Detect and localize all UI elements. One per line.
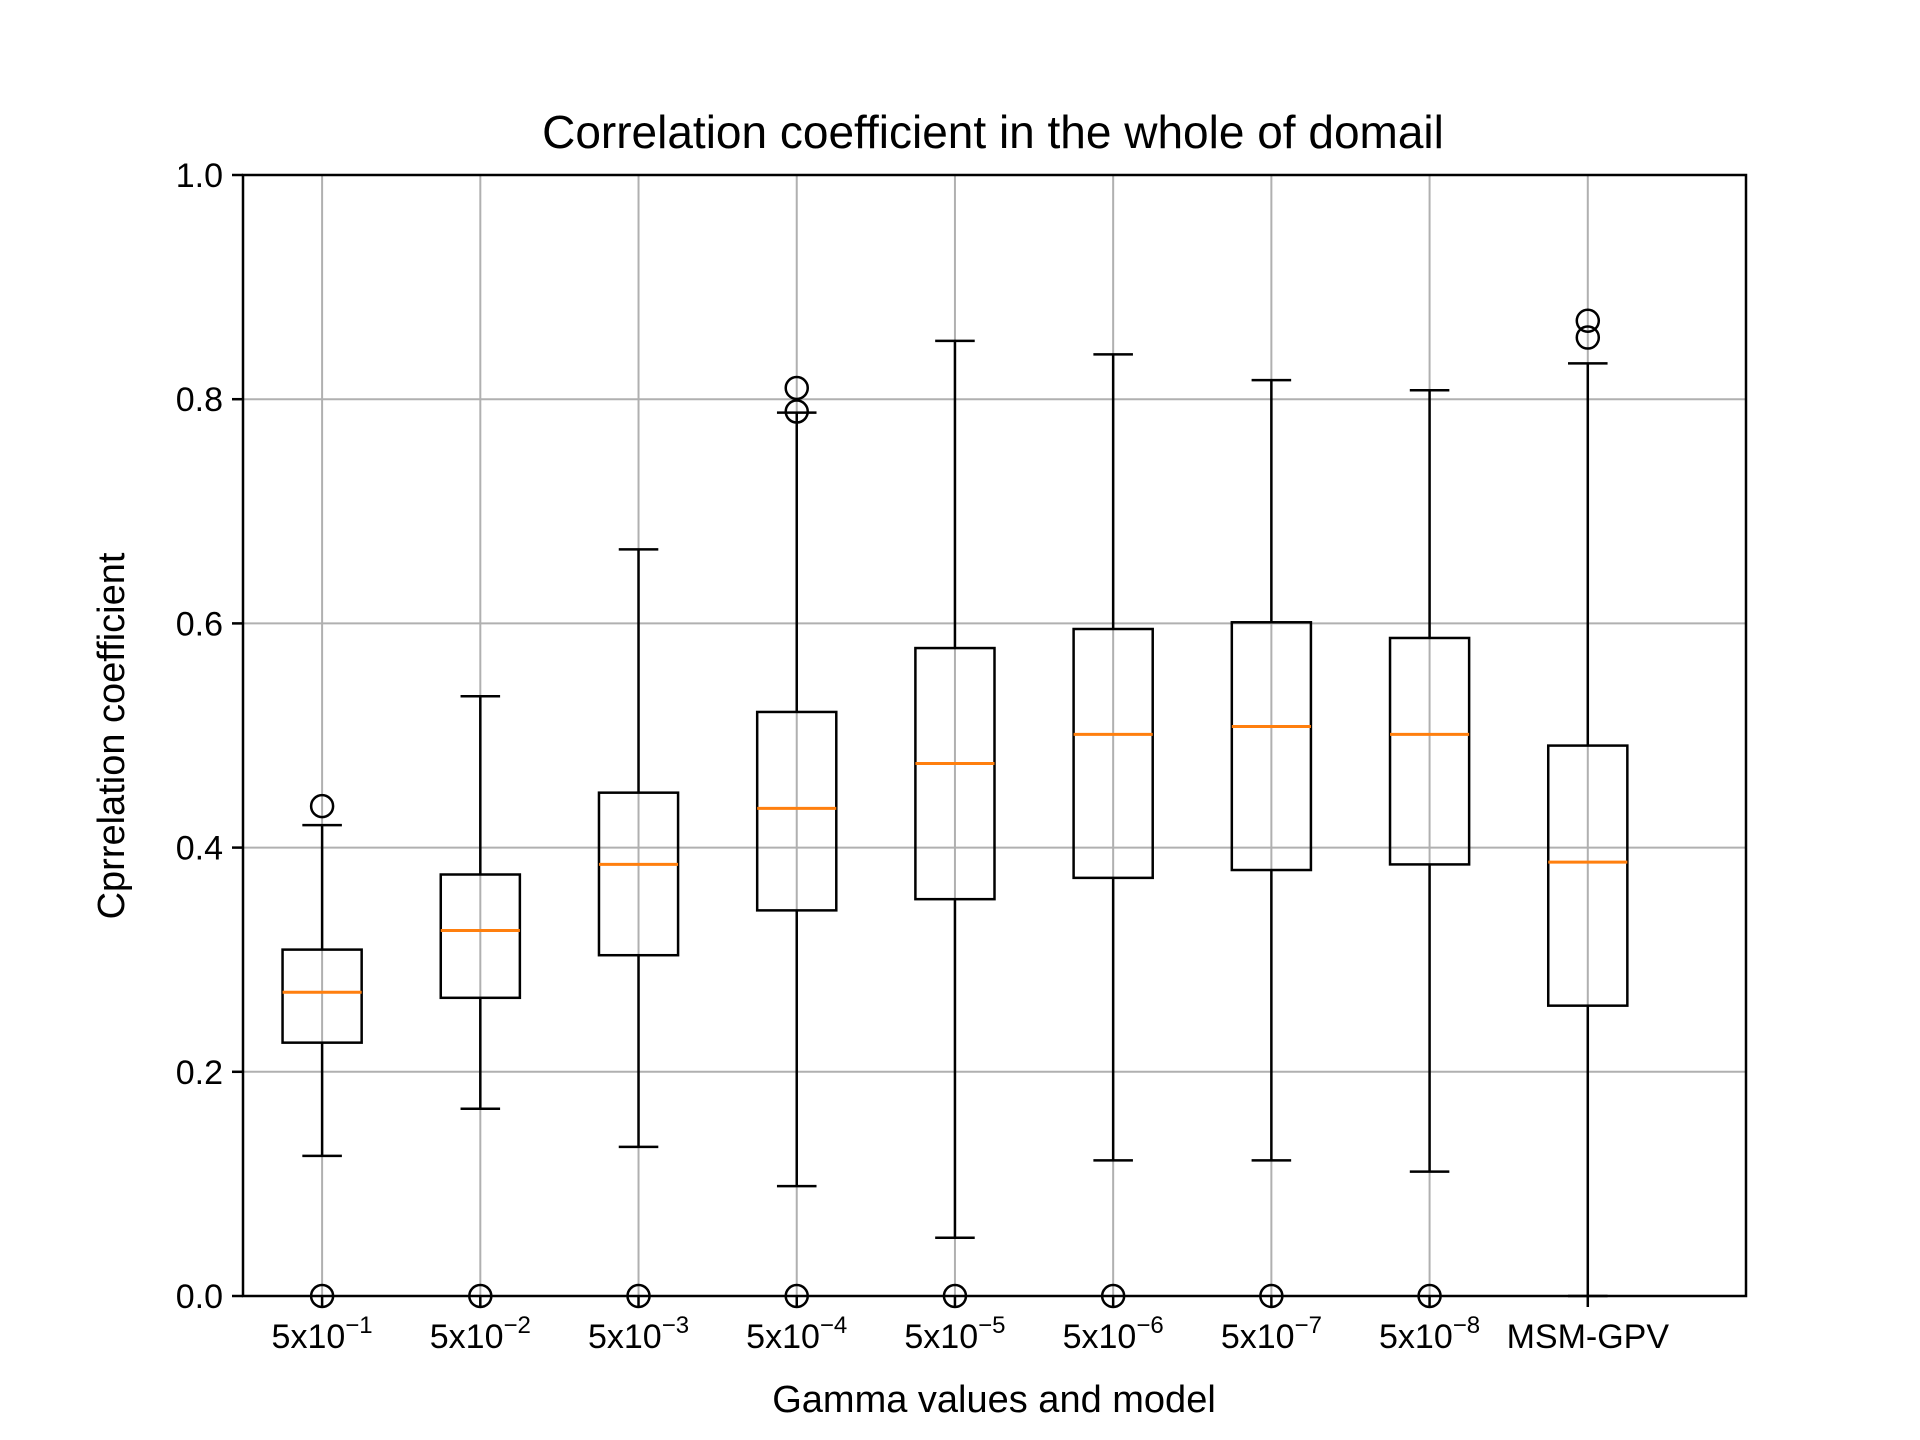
x-tick-label-exponent: −8 — [1453, 1312, 1480, 1339]
outlier-point — [1575, 325, 1601, 350]
box — [439, 873, 522, 1000]
x-tick-label-base: MSM-GPV — [1507, 1318, 1670, 1356]
y-tick-label: 1.0 — [176, 157, 223, 195]
box — [281, 948, 363, 1044]
x-tick-label-exponent: −1 — [345, 1312, 372, 1339]
x-tick-label: 5x10−8 — [1379, 1312, 1480, 1356]
y-axis-title: Cprrelation coefficient — [91, 552, 133, 919]
x-tick-label-base: 5x10 — [1379, 1318, 1453, 1356]
y-tick-label: 0.8 — [176, 381, 223, 419]
y-tick-label: 0.4 — [176, 830, 223, 868]
box-group — [1230, 378, 1313, 1309]
box — [1546, 744, 1629, 1007]
x-tick-label: 5x10−7 — [1221, 1312, 1322, 1356]
y-tick-label: 0.0 — [176, 1278, 223, 1316]
outlier-point — [784, 399, 809, 424]
x-tick-label-exponent: −3 — [662, 1312, 689, 1339]
box — [755, 710, 838, 912]
x-tick-label: 5x10−1 — [272, 1312, 373, 1356]
box — [1072, 627, 1154, 880]
box — [597, 791, 680, 957]
x-tick-label: 5x10−5 — [904, 1312, 1005, 1356]
chart-title: Correlation coefficient in the whole of … — [542, 106, 1444, 158]
x-tick-label-exponent: −5 — [978, 1312, 1005, 1339]
x-tick-label-exponent: −4 — [820, 1312, 847, 1339]
box-group — [1388, 388, 1471, 1309]
x-tick-label-exponent: −6 — [1136, 1312, 1163, 1339]
box-group — [1546, 308, 1629, 1298]
x-tick-label-base: 5x10 — [272, 1318, 346, 1356]
x-tick-label-exponent: −2 — [503, 1312, 530, 1339]
box-group — [1072, 353, 1154, 1309]
x-tick-label-base: 5x10 — [904, 1318, 978, 1356]
x-tick-label: 5x10−4 — [746, 1312, 847, 1356]
x-tick-label-base: 5x10 — [430, 1318, 504, 1356]
x-tick-label: 5x10−6 — [1063, 1312, 1164, 1356]
box — [914, 646, 996, 901]
x-tick-label-base: 5x10 — [746, 1318, 820, 1356]
x-tick-label-base: 5x10 — [1221, 1318, 1295, 1356]
box-group — [597, 548, 680, 1309]
outlier-point — [1575, 308, 1601, 333]
x-tick-label-exponent: −7 — [1295, 1312, 1322, 1339]
x-axis-title: Gamma values and model — [772, 1379, 1216, 1421]
box — [1388, 636, 1471, 866]
x-tick-label: MSM-GPV — [1507, 1318, 1670, 1356]
x-tick-label: 5x10−2 — [430, 1312, 531, 1356]
box-group — [755, 375, 838, 1309]
plot-frame — [241, 173, 1748, 1298]
y-tick-label: 0.2 — [176, 1054, 223, 1092]
outlier-point — [309, 793, 335, 819]
outlier-point — [784, 375, 809, 401]
y-tick-label: 0.6 — [176, 605, 223, 643]
x-tick-label: 5x10−3 — [588, 1312, 689, 1356]
box — [1230, 621, 1313, 872]
x-tick-label-base: 5x10 — [1063, 1318, 1137, 1356]
x-tick-label-base: 5x10 — [588, 1318, 662, 1356]
